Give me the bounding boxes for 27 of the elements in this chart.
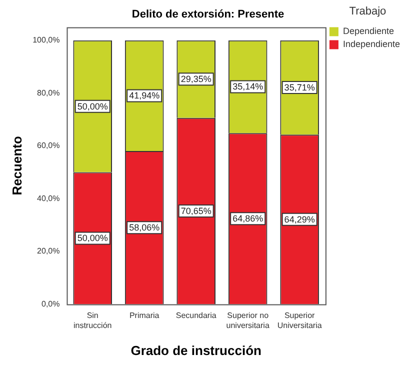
chart-title: Delito de extorsión: Presente xyxy=(132,8,284,21)
data-label: 58,06% xyxy=(129,222,160,233)
x-tick-label: Secundaria xyxy=(176,311,217,320)
y-tick-label: 100,0% xyxy=(32,36,60,45)
data-label: 70,65% xyxy=(180,206,212,216)
data-label: 64,86% xyxy=(232,214,264,224)
data-label: 50,00% xyxy=(77,101,108,112)
legend-label: Dependiente xyxy=(342,26,394,36)
y-tick-label: 0,0% xyxy=(42,299,60,308)
y-tick-label: 20,0% xyxy=(37,246,60,256)
y-tick-label: 80,0% xyxy=(37,88,60,98)
data-label: 29,35% xyxy=(180,74,212,84)
data-label: 41,94% xyxy=(129,90,160,101)
data-label: 64,29% xyxy=(284,214,315,224)
legend-title: Trabajo xyxy=(349,6,386,18)
legend-label: Independiente xyxy=(342,39,400,50)
y-tick-label: 40,0% xyxy=(37,194,60,203)
x-tick-label: Superior Universitaria xyxy=(277,311,322,330)
x-tick-label: Superior no universitaria xyxy=(226,311,270,330)
x-tick-label: Sin instrucción xyxy=(73,311,112,330)
data-label: 50,00% xyxy=(77,233,108,244)
y-tick-label: 60,0% xyxy=(37,141,60,150)
data-label: 35,14% xyxy=(232,82,264,92)
x-tick-label: Primaria xyxy=(129,311,160,320)
y-axis-title: Recuento xyxy=(9,136,24,196)
data-label: 35,71% xyxy=(284,82,315,92)
x-axis-title: Grado de instrucción xyxy=(130,342,262,358)
